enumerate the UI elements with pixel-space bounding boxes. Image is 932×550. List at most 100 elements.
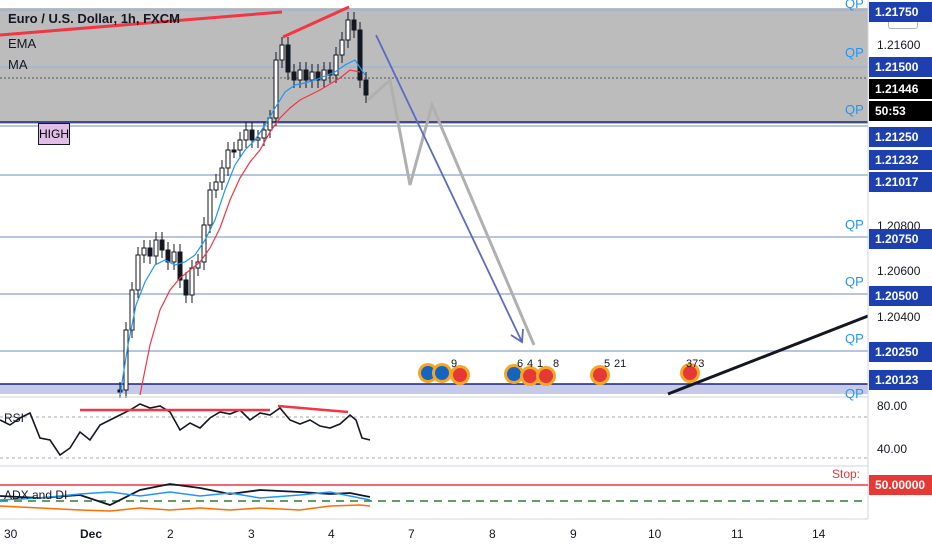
price-level-tag: 1.21232: [869, 150, 932, 170]
candle-body: [315, 71, 321, 81]
candle-body: [261, 129, 267, 139]
event-count: 4: [527, 358, 534, 370]
price-level-tag: 1.21250: [869, 127, 932, 147]
ma-legend-label[interactable]: MA: [8, 57, 28, 72]
time-tick: 11: [731, 527, 744, 541]
stop-label: Stop:: [832, 467, 861, 481]
event-count: 5: [604, 358, 611, 370]
price-level-tag: 1.21017: [869, 172, 932, 192]
candle-body: [333, 54, 339, 76]
time-tick: 10: [648, 527, 662, 541]
level-lines: [0, 9, 868, 352]
price-tick: 1.20600: [877, 264, 921, 278]
gray-projection-zigzag: [366, 77, 536, 346]
time-tick: 3: [248, 527, 255, 541]
rsi-tick: 80.00: [877, 399, 908, 413]
event-count: 373: [686, 358, 705, 370]
candle-body: [243, 129, 249, 141]
price-level-tag: 1.21500: [869, 57, 932, 77]
event-badge-icons: [418, 363, 700, 386]
candle-body: [153, 239, 159, 257]
di-plus-line: [0, 491, 371, 501]
event-count: 9: [451, 358, 458, 370]
red-trendline-2: [282, 5, 350, 39]
candle-body: [159, 239, 165, 251]
adx-line: [0, 483, 371, 506]
price-tick: 1.20400: [877, 310, 921, 324]
candle-body: [363, 79, 369, 96]
candle-body: [237, 139, 243, 151]
candle-body: [303, 69, 309, 81]
time-tick: 4: [328, 527, 335, 541]
candle-body: [321, 69, 327, 81]
candle-body: [213, 181, 219, 191]
time-tick: 30: [4, 527, 18, 541]
price-level-tag: 1.20123: [869, 370, 932, 390]
event-count: 1: [537, 358, 544, 370]
demand-zone: [0, 384, 868, 394]
candle-body: [183, 279, 189, 296]
candle-body: [129, 289, 135, 331]
rsi-divergence-red-2: [277, 404, 349, 414]
candle-body: [267, 117, 273, 131]
ema-line: [119, 59, 366, 396]
candle-body: [273, 59, 279, 119]
ma-line: [139, 69, 361, 396]
blue-arrowhead: [510, 328, 524, 344]
blue-projection-arrow: [375, 34, 523, 343]
candle-body: [291, 71, 297, 81]
current-price-tag: 1.21446: [869, 79, 932, 99]
rsi-line: [0, 403, 371, 457]
adx-value-tag: 50.00000: [869, 475, 932, 495]
event-count: 6: [517, 358, 524, 370]
time-tick: 9: [570, 527, 577, 541]
candle-body: [339, 39, 345, 56]
time-tick: 8: [489, 527, 496, 541]
candle-body: [141, 247, 147, 256]
rsi-tick: 40.00: [877, 442, 908, 456]
candle-body: [135, 254, 141, 291]
qp-label: QP: [845, 217, 864, 232]
candle-body: [345, 19, 351, 41]
candle-body: [219, 167, 225, 183]
ema-legend-label[interactable]: EMA: [8, 36, 37, 51]
event-count: 8: [553, 358, 560, 370]
di-minus-line: [0, 504, 371, 512]
high-label: HIGH: [38, 123, 70, 145]
time-tick: Dec: [80, 527, 103, 541]
black-trendline: [667, 314, 869, 396]
price-level-tag: 1.20250: [869, 342, 932, 362]
qp-label: QP: [845, 0, 864, 11]
time-tick: 14: [812, 527, 826, 541]
candle-body: [351, 19, 357, 31]
qp-label: QP: [845, 102, 864, 117]
red-trendline-1: [0, 10, 283, 37]
candle-body: [231, 149, 237, 153]
candle-body: [177, 251, 183, 281]
candle-body: [207, 189, 213, 226]
candle-body: [285, 44, 291, 73]
time-tick: 2: [167, 527, 174, 541]
chart-title: Euro / U.S. Dollar, 1h, FXCM: [8, 11, 180, 26]
qp-label: QP: [845, 331, 864, 346]
candlesticks: [117, 12, 369, 398]
adx-label[interactable]: ADX and DI: [4, 488, 68, 502]
event-count: 21: [614, 358, 627, 370]
price-tick: 1.21600: [877, 38, 921, 52]
price-level-tag: 1.20500: [869, 286, 932, 306]
candle-body: [225, 149, 231, 169]
price-level-tag: 1.21750: [869, 2, 932, 22]
candle-body: [357, 29, 363, 81]
countdown-tag: 50:53: [869, 101, 932, 121]
price-level-tag: 1.20750: [869, 229, 932, 249]
candle-body: [249, 129, 255, 141]
rsi-label[interactable]: RSI: [4, 411, 25, 425]
candle-body: [327, 69, 333, 76]
time-tick: 7: [408, 527, 415, 541]
qp-label: QP: [845, 386, 864, 401]
candle-body: [171, 251, 177, 263]
qp-label: QP: [845, 45, 864, 60]
candle-body: [147, 247, 153, 257]
candle-body: [279, 44, 285, 61]
